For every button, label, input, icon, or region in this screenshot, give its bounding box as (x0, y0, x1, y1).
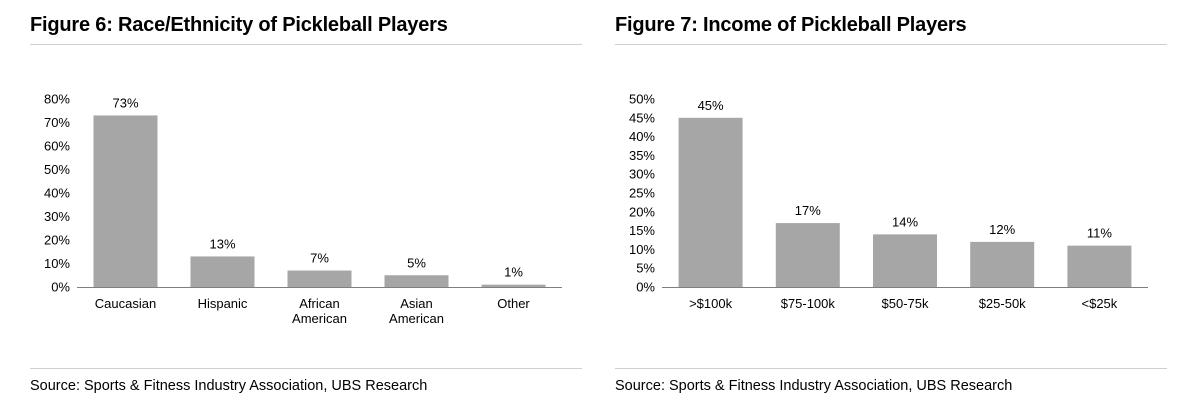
fig6-bar (93, 115, 158, 287)
fig7-bar (970, 241, 1035, 287)
fig6-ytick-label: 10% (44, 256, 70, 271)
figure-6-bar-chart: 0% 10% 20% 30% 40% 50% 60% 70% 80% 73% Caucasian 13… (44, 92, 562, 326)
fig7-ytick-label: 5% (636, 261, 655, 276)
fig7-data-label: 17% (795, 203, 821, 218)
fig6-ytick-label: 20% (44, 233, 70, 248)
fig6-data-label: 1% (504, 265, 523, 280)
fig7-category-label: <$25k (1082, 296, 1118, 311)
fig7-data-label: 11% (1087, 226, 1112, 241)
fig6-ytick-label: 0% (51, 280, 70, 295)
fig7-ytick-label: 35% (629, 148, 655, 163)
fig7-ytick-label: 15% (629, 223, 655, 238)
fig6-ytick-label: 40% (44, 186, 70, 201)
fig7-ytick-label: 20% (629, 204, 655, 219)
figure-7-bar-chart: 0% 5% 10% 15% 20% 25% 30% 35% 40% 45% 50% 45% >$100k… (629, 92, 1148, 311)
fig6-data-label: 13% (209, 236, 235, 251)
fig6-category-label: African (299, 296, 339, 311)
fig6-bar (384, 275, 449, 287)
fig7-ytick-label: 50% (629, 92, 655, 107)
fig7-category-label: $50-75k (882, 296, 929, 311)
fig7-data-label: 12% (989, 222, 1015, 237)
fig6-data-label: 73% (112, 95, 138, 110)
figure-6-title: Figure 6: Race/Ethnicity of Pickleball P… (30, 14, 448, 36)
figure-6-source: Source: Sports & Fitness Industry Associ… (30, 378, 428, 394)
fig6-ytick-label: 60% (44, 139, 70, 154)
fig6-bar (481, 284, 546, 287)
fig7-category-label: $25-50k (979, 296, 1026, 311)
fig6-category-label: Asian (400, 296, 433, 311)
figure-7-bottom-rule (615, 368, 1167, 369)
fig6-ytick-label: 50% (44, 162, 70, 177)
fig6-bar (190, 256, 255, 287)
fig6-ytick-label: 80% (44, 92, 70, 107)
figure-6-top-rule (30, 44, 582, 45)
fig7-ytick-label: 40% (629, 129, 655, 144)
fig6-category-label: Other (497, 296, 530, 311)
fig7-ytick-label: 0% (636, 280, 655, 295)
fig6-category-label: Hispanic (198, 296, 248, 311)
fig6-bar (287, 270, 352, 287)
fig6-category-label: Caucasian (95, 296, 156, 311)
fig6-data-label: 5% (407, 255, 426, 270)
fig6-ytick-label: 30% (44, 209, 70, 224)
figure-7-title: Figure 7: Income of Pickleball Players (615, 14, 967, 36)
fig6-category-label: American (292, 311, 347, 326)
fig6-data-label: 7% (310, 251, 329, 266)
fig7-data-label: 45% (698, 98, 724, 113)
fig7-category-label: $75-100k (781, 296, 836, 311)
fig7-data-label: 14% (892, 214, 918, 229)
fig7-ytick-label: 25% (629, 186, 655, 201)
figure-7-top-rule (615, 44, 1167, 45)
fig7-bar (1067, 245, 1132, 287)
fig7-bar (873, 234, 937, 287)
fig7-category-label: >$100k (689, 296, 733, 311)
figure-7-source: Source: Sports & Fitness Industry Associ… (615, 378, 1013, 394)
fig7-ytick-label: 30% (629, 167, 655, 182)
fig7-bar (775, 223, 840, 287)
fig6-category-label: American (389, 311, 444, 326)
figure-6-bottom-rule (30, 368, 582, 369)
fig7-ytick-label: 45% (629, 110, 655, 125)
fig7-bar (678, 117, 743, 287)
fig7-ytick-label: 10% (629, 242, 655, 257)
fig6-ytick-label: 70% (44, 115, 70, 130)
